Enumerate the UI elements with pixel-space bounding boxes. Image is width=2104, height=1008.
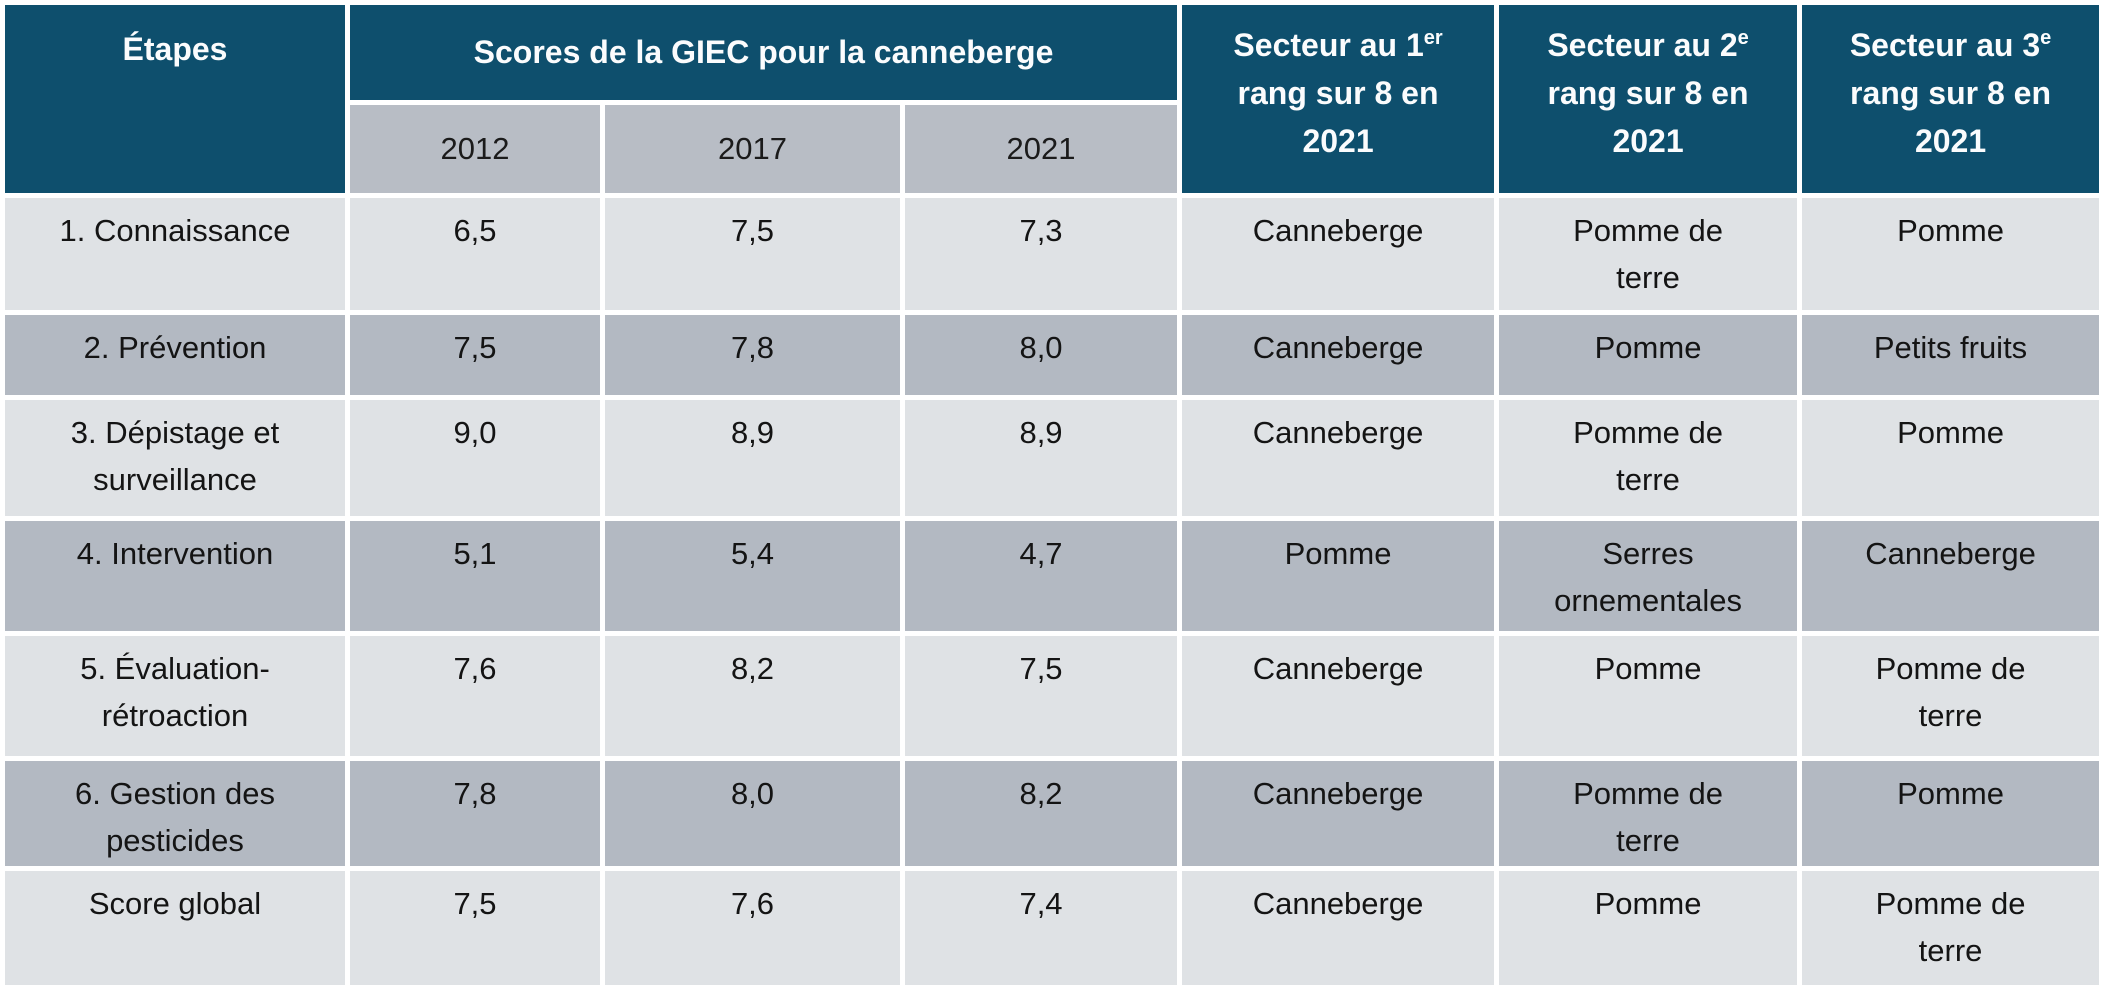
rank-2-header-line3: 2021 — [1612, 123, 1684, 159]
sector-cell: Pomme — [1182, 521, 1495, 631]
score-cell: 8,2 — [605, 636, 900, 756]
year-column-header-2017: 2017 — [605, 105, 900, 193]
rank-3-header-line3: 2021 — [1914, 123, 1987, 159]
table-row: 1. Connaissance 6,5 7,5 7,3 Canneberge P… — [5, 198, 2100, 310]
rank-3-header-line1: Secteur au 3e — [1849, 27, 2052, 63]
sector-cell: Pomme — [1499, 871, 1798, 985]
sector-cell: Canneberge — [1182, 400, 1495, 516]
rank-1-column-header: Secteur au 1er rang sur 8 en 2021 — [1182, 5, 1495, 193]
etapes-column-header: Étapes — [5, 5, 345, 193]
sector-cell: Pomme de terre — [1802, 871, 2100, 985]
ordinal-superscript: er — [1423, 27, 1443, 49]
ordinal-superscript: e — [2040, 27, 2052, 49]
year-column-header-2021: 2021 — [905, 105, 1178, 193]
rank-2-column-header: Secteur au 2e rang sur 8 en 2021 — [1499, 5, 1798, 193]
sector-cell: Serres ornementales — [1499, 521, 1798, 631]
score-cell: 5,4 — [605, 521, 900, 631]
etape-cell: 1. Connaissance — [5, 198, 345, 310]
table-row: 5. Évaluation-rétroaction 7,6 8,2 7,5 Ca… — [5, 636, 2100, 756]
sector-cell: Petits fruits — [1802, 315, 2100, 395]
sector-cell: Pomme — [1802, 198, 2100, 310]
score-cell: 8,0 — [605, 761, 900, 866]
score-cell: 7,4 — [905, 871, 1178, 985]
score-cell: 7,5 — [350, 315, 600, 395]
sector-cell: Pomme — [1499, 315, 1798, 395]
sector-cell: Pomme de terre — [1499, 761, 1798, 866]
score-cell: 5,1 — [350, 521, 600, 631]
table-row: Score global 7,5 7,6 7,4 Canneberge Pomm… — [5, 871, 2100, 985]
sector-cell: Pomme — [1802, 761, 2100, 866]
sector-cell: Pomme de terre — [1499, 400, 1798, 516]
etape-cell: 2. Prévention — [5, 315, 345, 395]
score-cell: 9,0 — [350, 400, 600, 516]
score-cell: 7,5 — [605, 198, 900, 310]
score-cell: 7,8 — [350, 761, 600, 866]
year-column-header-2012: 2012 — [350, 105, 600, 193]
etape-cell: 4. Intervention — [5, 521, 345, 631]
score-cell: 4,7 — [905, 521, 1178, 631]
etape-cell: Score global — [5, 871, 345, 985]
sector-cell: Canneberge — [1182, 636, 1495, 756]
sector-cell: Canneberge — [1182, 761, 1495, 866]
rank-1-header-line1: Secteur au 1er — [1233, 27, 1443, 63]
rank-1-header-line3: 2021 — [1302, 123, 1374, 159]
rank-2-header-line1: Secteur au 2e — [1547, 27, 1749, 63]
sector-cell: Pomme — [1802, 400, 2100, 516]
sector-cell: Pomme — [1499, 636, 1798, 756]
etape-cell: 5. Évaluation-rétroaction — [5, 636, 345, 756]
rank-3-header-line2: rang sur 8 en — [1850, 75, 2051, 111]
score-cell: 7,5 — [905, 636, 1178, 756]
score-cell: 8,2 — [905, 761, 1178, 866]
rank-3-column-header: Secteur au 3e rang sur 8 en 2021 — [1802, 5, 2100, 193]
sector-cell: Pomme de terre — [1499, 198, 1798, 310]
score-cell: 7,6 — [605, 871, 900, 985]
table-row: 3. Dépistage et surveillance 9,0 8,9 8,9… — [5, 400, 2100, 516]
etape-cell: 6. Gestion des pesticides — [5, 761, 345, 866]
score-cell: 8,0 — [905, 315, 1178, 395]
sector-cell: Canneberge — [1182, 198, 1495, 310]
etape-cell: 3. Dépistage et surveillance — [5, 400, 345, 516]
rank-1-header-line2: rang sur 8 en — [1237, 75, 1439, 111]
sector-cell: Canneberge — [1182, 871, 1495, 985]
scores-group-header: Scores de la GIEC pour la canneberge — [350, 5, 1178, 100]
score-cell: 8,9 — [905, 400, 1178, 516]
table-row: 4. Intervention 5,1 5,4 4,7 Pomme Serres… — [5, 521, 2100, 631]
sector-cell: Pomme de terre — [1802, 636, 2100, 756]
sector-cell: Canneberge — [1802, 521, 2100, 631]
table-row: 6. Gestion des pesticides 7,8 8,0 8,2 Ca… — [5, 761, 2100, 866]
sector-cell: Canneberge — [1182, 315, 1495, 395]
score-cell: 8,9 — [605, 400, 900, 516]
table-row: 2. Prévention 7,5 7,8 8,0 Canneberge Pom… — [5, 315, 2100, 395]
score-cell: 7,3 — [905, 198, 1178, 310]
ordinal-superscript: e — [1737, 27, 1749, 49]
rank-2-header-line2: rang sur 8 en — [1547, 75, 1749, 111]
score-cell: 6,5 — [350, 198, 600, 310]
score-cell: 7,8 — [605, 315, 900, 395]
score-cell: 7,6 — [350, 636, 600, 756]
score-cell: 7,5 — [350, 871, 600, 985]
